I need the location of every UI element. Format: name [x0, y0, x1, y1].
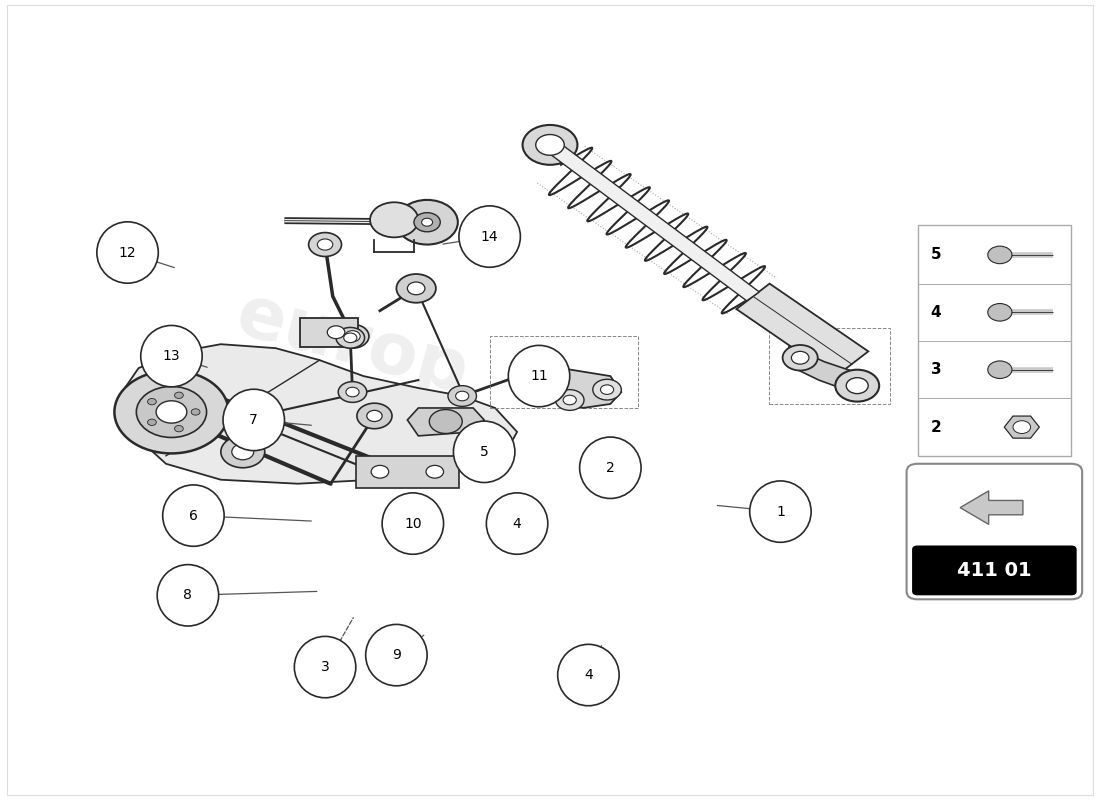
Circle shape: [448, 386, 476, 406]
Text: a passion for parts since 1985: a passion for parts since 1985: [251, 378, 498, 461]
Circle shape: [988, 361, 1012, 378]
Circle shape: [988, 246, 1012, 264]
Ellipse shape: [223, 390, 285, 450]
Circle shape: [338, 382, 366, 402]
Text: 7: 7: [250, 413, 258, 427]
Circle shape: [527, 358, 556, 378]
Circle shape: [556, 390, 584, 410]
FancyBboxPatch shape: [906, 464, 1082, 599]
Circle shape: [455, 391, 469, 401]
Text: 1: 1: [776, 505, 785, 518]
Ellipse shape: [453, 421, 515, 482]
Circle shape: [344, 330, 360, 342]
Circle shape: [536, 134, 564, 155]
Text: europ: europ: [229, 280, 476, 408]
Ellipse shape: [365, 625, 427, 686]
Circle shape: [309, 233, 341, 257]
Polygon shape: [407, 408, 484, 436]
Ellipse shape: [508, 346, 570, 406]
Circle shape: [147, 398, 156, 405]
Circle shape: [846, 378, 868, 394]
Text: 12: 12: [119, 246, 136, 259]
Bar: [917, 550, 1071, 566]
Ellipse shape: [486, 493, 548, 554]
Ellipse shape: [295, 636, 355, 698]
Circle shape: [396, 274, 436, 302]
Polygon shape: [543, 141, 759, 301]
Circle shape: [328, 326, 344, 338]
Bar: [917, 225, 1071, 456]
Circle shape: [835, 370, 879, 402]
Circle shape: [175, 392, 184, 398]
Circle shape: [1013, 421, 1031, 434]
Circle shape: [426, 466, 443, 478]
Ellipse shape: [558, 644, 619, 706]
Text: 4: 4: [931, 305, 942, 320]
Text: 8: 8: [184, 588, 192, 602]
Text: 11: 11: [530, 369, 548, 383]
Text: 3: 3: [931, 362, 942, 378]
Polygon shape: [785, 346, 868, 392]
Text: 2: 2: [606, 461, 615, 474]
Circle shape: [366, 410, 382, 422]
Ellipse shape: [157, 565, 219, 626]
Circle shape: [336, 324, 368, 348]
Text: 4: 4: [513, 517, 521, 530]
Circle shape: [175, 426, 184, 432]
Polygon shape: [1004, 416, 1040, 438]
Text: 5: 5: [480, 445, 488, 459]
Polygon shape: [300, 318, 358, 346]
Circle shape: [414, 213, 440, 232]
Circle shape: [345, 387, 359, 397]
Text: 411 01: 411 01: [957, 561, 1032, 580]
Circle shape: [535, 363, 548, 373]
Circle shape: [147, 419, 156, 426]
Ellipse shape: [750, 481, 811, 542]
Circle shape: [318, 239, 332, 250]
Ellipse shape: [382, 493, 443, 554]
Circle shape: [232, 444, 254, 460]
Text: 14: 14: [481, 230, 498, 243]
Circle shape: [136, 386, 207, 438]
Circle shape: [782, 345, 817, 370]
Ellipse shape: [163, 485, 224, 546]
Ellipse shape: [459, 206, 520, 267]
Circle shape: [156, 401, 187, 423]
Circle shape: [114, 370, 229, 454]
FancyBboxPatch shape: [912, 546, 1077, 595]
Text: 3: 3: [321, 660, 329, 674]
Circle shape: [356, 403, 392, 429]
Text: 2: 2: [931, 420, 942, 434]
Circle shape: [343, 333, 356, 342]
Circle shape: [371, 466, 388, 478]
Circle shape: [429, 410, 462, 434]
Circle shape: [593, 379, 622, 400]
Circle shape: [791, 351, 808, 364]
Circle shape: [421, 218, 432, 226]
Polygon shape: [736, 284, 868, 377]
Text: 10: 10: [404, 517, 421, 530]
Circle shape: [336, 327, 364, 348]
Text: 13: 13: [163, 349, 180, 363]
Circle shape: [988, 303, 1012, 321]
Circle shape: [563, 395, 576, 405]
Text: 9: 9: [392, 648, 400, 662]
Circle shape: [522, 125, 578, 165]
Polygon shape: [122, 344, 517, 484]
Circle shape: [407, 282, 425, 294]
Circle shape: [396, 200, 458, 245]
Text: 4: 4: [584, 668, 593, 682]
Circle shape: [370, 202, 418, 238]
Polygon shape: [960, 491, 1023, 524]
Ellipse shape: [580, 437, 641, 498]
FancyBboxPatch shape: [355, 456, 459, 488]
Ellipse shape: [97, 222, 158, 283]
Text: 6: 6: [189, 509, 198, 522]
Circle shape: [191, 409, 200, 415]
Circle shape: [601, 385, 614, 394]
Polygon shape: [522, 356, 622, 408]
Ellipse shape: [141, 326, 202, 387]
Text: 5: 5: [931, 247, 942, 262]
Circle shape: [221, 436, 265, 468]
